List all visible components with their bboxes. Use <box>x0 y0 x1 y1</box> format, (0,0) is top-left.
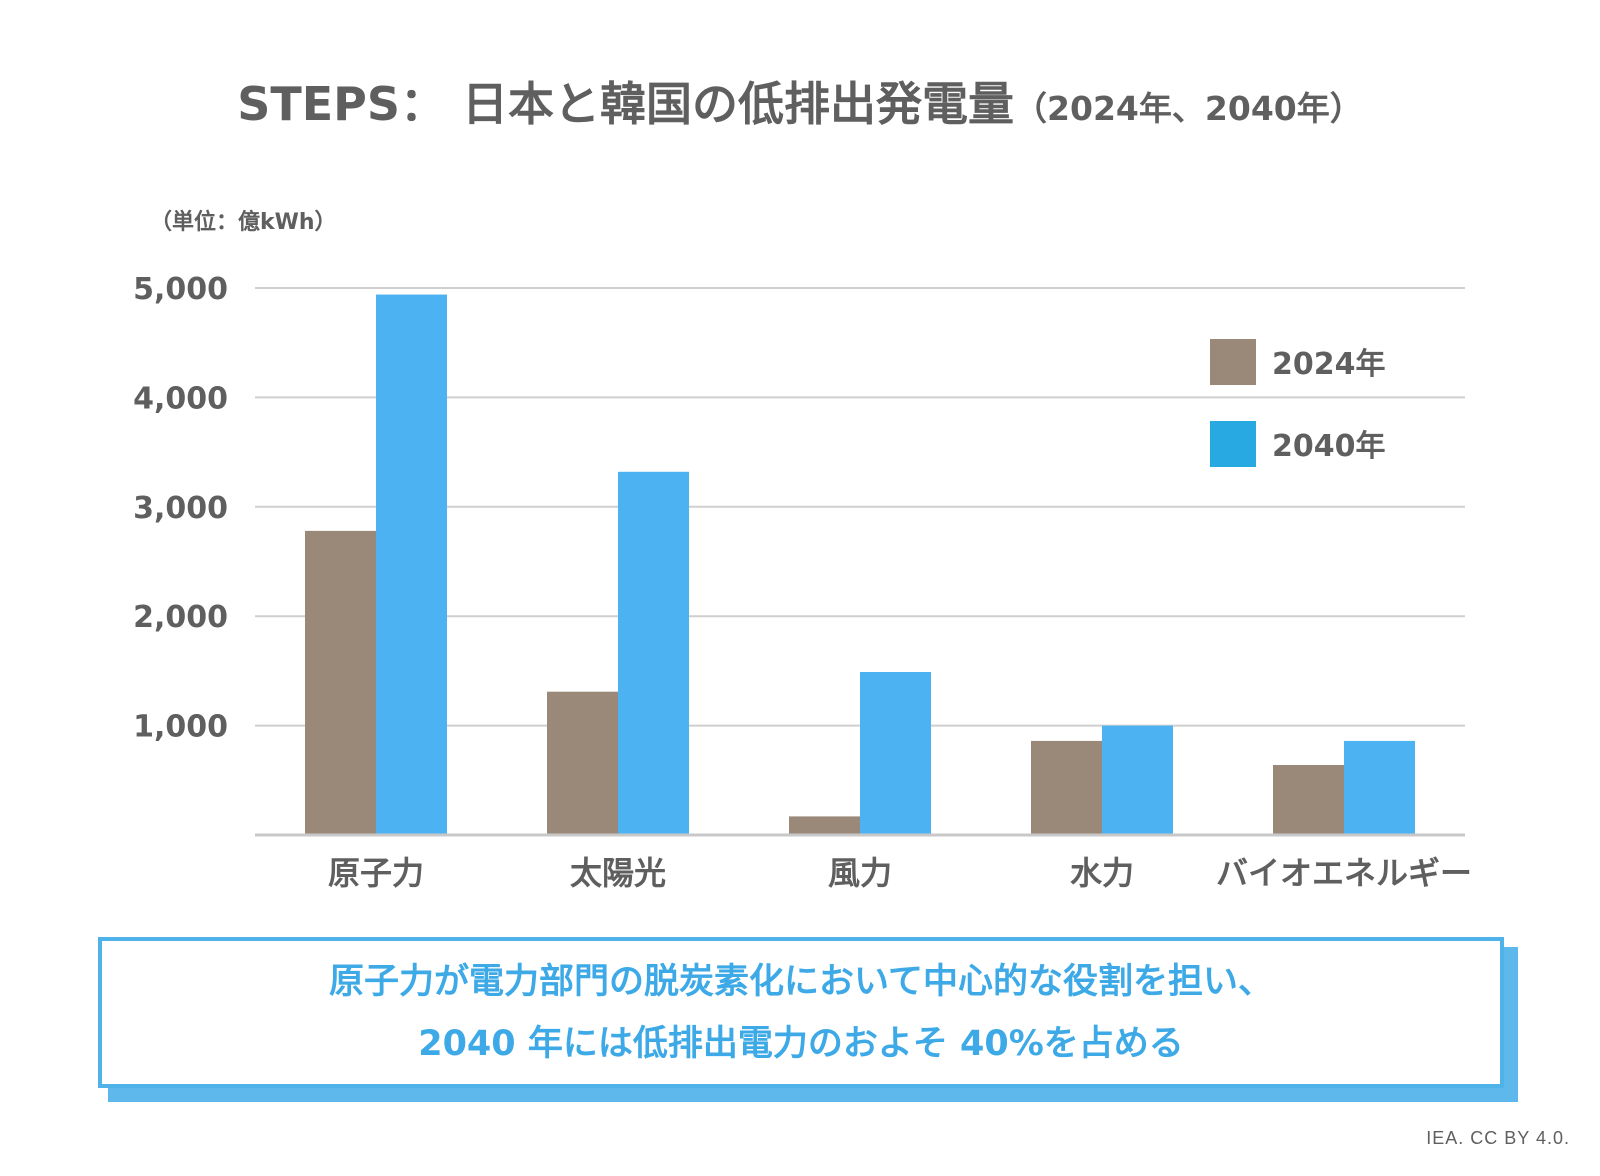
chart-title-sub: （2024年、2040年） <box>1014 89 1363 128</box>
y-tick-label: 3,000 <box>133 491 228 526</box>
x-tick-label: 水力 <box>1070 854 1134 892</box>
legend-label: 2024年 <box>1272 347 1386 382</box>
y-tick-label: 1,000 <box>133 710 228 745</box>
y-unit-label: （単位：億kWh） <box>150 209 337 235</box>
x-tick-label: バイオエネルギー <box>1216 854 1472 892</box>
x-tick-label: 原子力 <box>328 854 424 892</box>
chart-title-main: STEPS： 日本と韓国の低排出発電量 <box>237 77 1015 131</box>
chart-title: STEPS： 日本と韓国の低排出発電量（2024年、2040年） <box>0 68 1600 134</box>
bar <box>789 816 860 835</box>
bar <box>376 294 447 836</box>
bar-chart: （単位：億kWh） 1,000 2,000 3,000 4,000 5,000 原子力 太陽光… <box>133 209 1472 892</box>
y-tick-label: 5,000 <box>133 272 228 307</box>
bar <box>1273 764 1344 835</box>
y-tick-label: 2,000 <box>133 600 228 635</box>
summary-note: 原子力が電力部門の脱炭素化において中心的な役割を担い、 2040 年には低排出電… <box>98 937 1504 1088</box>
note-line-2: 2040 年には低排出電力のおよそ 40%を占める <box>418 1023 1184 1064</box>
bar <box>618 471 689 835</box>
note-line-1: 原子力が電力部門の脱炭素化において中心的な役割を担い、 <box>329 961 1273 1002</box>
bar <box>547 691 618 835</box>
x-tick-label: 風力 <box>828 854 892 892</box>
bar <box>305 530 376 835</box>
credit-text: IEA. CC BY 4.0. <box>1426 1128 1570 1148</box>
y-tick-label: 4,000 <box>133 381 228 416</box>
bar <box>1102 725 1173 835</box>
bar <box>1344 740 1415 835</box>
legend-label: 2040年 <box>1272 429 1386 464</box>
x-tick-label: 太陽光 <box>570 854 666 892</box>
legend-swatch <box>1210 421 1256 467</box>
bar <box>860 671 931 835</box>
bar <box>1031 740 1102 835</box>
legend-swatch <box>1210 339 1256 385</box>
